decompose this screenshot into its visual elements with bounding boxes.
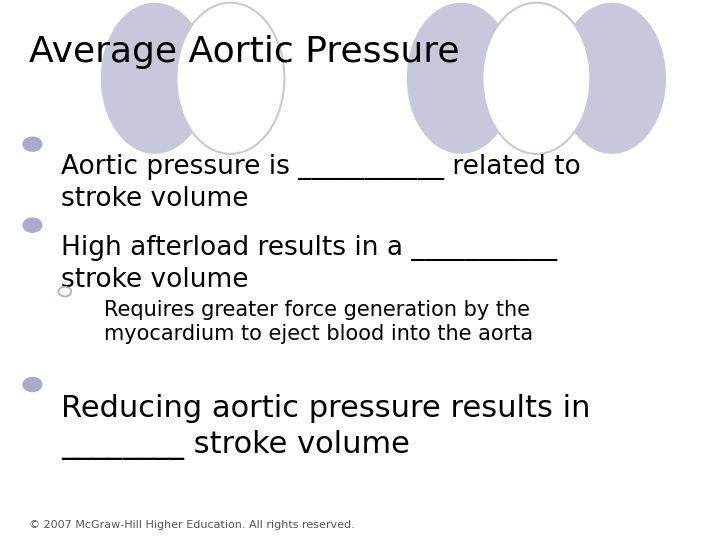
Text: Requires greater force generation by the
myocardium to eject blood into the aort: Requires greater force generation by the… xyxy=(104,300,534,345)
Text: Aortic pressure is ___________ related to
stroke volume: Aortic pressure is ___________ related t… xyxy=(61,154,581,212)
Ellipse shape xyxy=(558,3,666,154)
Circle shape xyxy=(58,287,71,296)
Text: High afterload results in a ___________
stroke volume: High afterload results in a ___________ … xyxy=(61,235,557,293)
Text: © 2007 McGraw-Hill Higher Education. All rights reserved.: © 2007 McGraw-Hill Higher Education. All… xyxy=(29,520,354,530)
Ellipse shape xyxy=(407,3,515,154)
Ellipse shape xyxy=(482,3,590,154)
Text: Average Aortic Pressure: Average Aortic Pressure xyxy=(29,35,459,69)
Ellipse shape xyxy=(176,3,284,154)
Circle shape xyxy=(23,377,42,392)
Circle shape xyxy=(23,218,42,232)
Ellipse shape xyxy=(101,3,209,154)
Circle shape xyxy=(23,137,42,151)
Text: Reducing aortic pressure results in
________ stroke volume: Reducing aortic pressure results in ____… xyxy=(61,394,590,460)
